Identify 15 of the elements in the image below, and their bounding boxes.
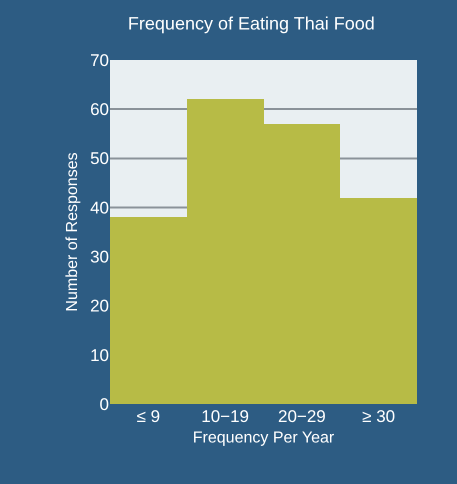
y-tick-label: 20 xyxy=(90,296,109,316)
y-tick-label: 0 xyxy=(100,394,109,414)
y-tick-label: 10 xyxy=(90,346,109,365)
y-tick-label: 60 xyxy=(90,100,109,120)
y-tick-label: 30 xyxy=(90,248,109,267)
x-tick-label: 10−19 xyxy=(201,407,250,426)
x-tick-label: 20−29 xyxy=(278,407,326,426)
y-tick-label: 70 xyxy=(90,50,109,70)
y-tick-label: 50 xyxy=(90,149,109,168)
y-tick-label: 40 xyxy=(90,198,109,218)
x-axis-title: Frequency Per Year xyxy=(192,430,335,447)
chart-title: Frequency of Eating Thai Food xyxy=(128,14,375,34)
x-tick-label: ≥ 30 xyxy=(362,407,396,426)
y-axis-title: Number of Responses xyxy=(64,152,81,312)
x-tick-label: ≤ 9 xyxy=(136,407,160,426)
